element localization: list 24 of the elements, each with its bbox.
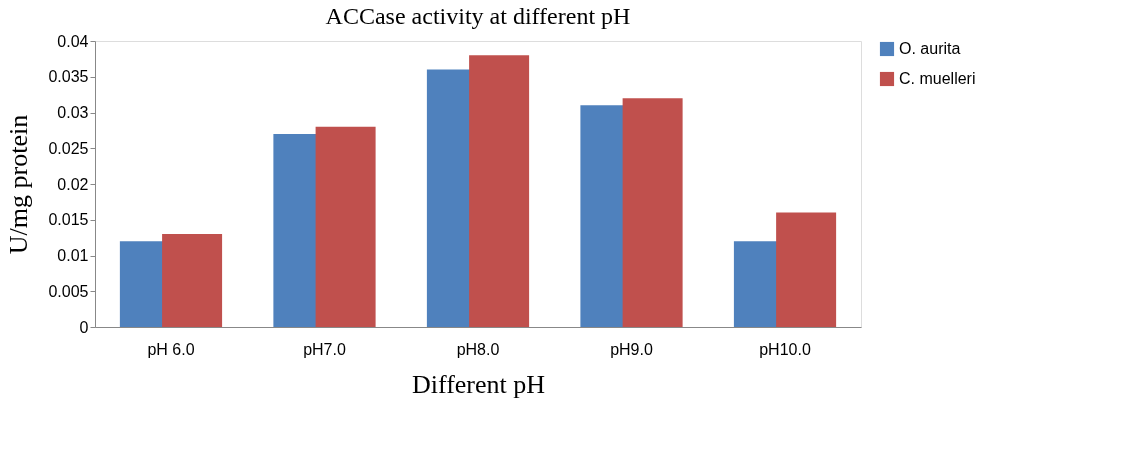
bar [469,55,530,327]
x-tick-label: pH9.0 [610,340,653,358]
bar [776,212,837,327]
y-tick-label: 0.015 [48,211,89,229]
y-tick-label: 0.01 [57,247,89,264]
x-tick-label: pH7.0 [303,340,346,358]
y-tick-label: 0.02 [57,175,89,193]
y-tick-label: 0.005 [48,282,89,300]
y-tick-label: 0 [79,318,89,336]
y-axis-title: U/mg protein [4,114,34,255]
x-tick-label: pH10.0 [759,340,811,358]
x-tick-label: pH 6.0 [147,340,195,358]
y-tick-label: 0.03 [57,104,89,121]
legend-label: O. aurita [899,40,961,57]
legend-label: C. muelleri [899,70,976,87]
y-tick-label: 0.035 [48,68,89,86]
x-axis-title: Different pH [411,369,546,399]
bar [622,98,683,327]
bar [162,234,223,327]
y-tick-label: 0.025 [48,139,89,157]
x-tick-label: pH8.0 [456,340,500,358]
y-tick-label: 0.04 [57,32,89,50]
chart-title: ACCase activity at different pH [325,3,631,29]
bar [315,126,376,327]
